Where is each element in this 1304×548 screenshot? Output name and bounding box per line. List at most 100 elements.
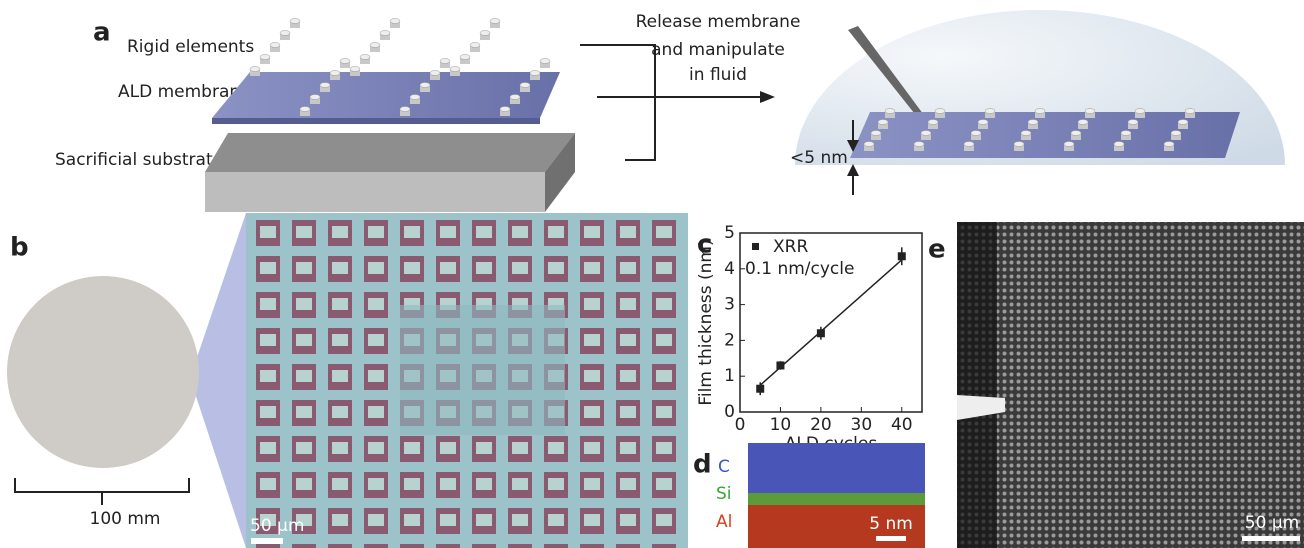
rigid-element-top bbox=[978, 120, 988, 125]
panel-label: e bbox=[928, 235, 946, 265]
rigid-element-top bbox=[360, 55, 370, 60]
scale-bracket bbox=[15, 478, 189, 492]
rigid-element-top bbox=[340, 59, 350, 64]
x-tick-label: 20 bbox=[810, 415, 832, 435]
y-tick-label: 3 bbox=[724, 295, 735, 315]
rigid-element-top bbox=[1035, 109, 1045, 114]
data-point bbox=[898, 252, 906, 260]
rigid-element-top bbox=[1128, 120, 1138, 125]
scale-label: 50 μm bbox=[250, 516, 304, 536]
rigid-element-top bbox=[470, 43, 480, 48]
rigid-element-top bbox=[510, 95, 520, 100]
rigid-element-top bbox=[1078, 120, 1088, 125]
arrow-text: Release membrane bbox=[636, 12, 801, 32]
x-tick-label: 0 bbox=[735, 415, 746, 435]
rigid-element-top bbox=[1178, 120, 1188, 125]
rigid-element-top bbox=[864, 142, 874, 147]
rigid-element-top bbox=[440, 59, 450, 64]
rigid-element-top bbox=[270, 43, 280, 48]
panel-label: b bbox=[10, 233, 29, 263]
rigid-element-top bbox=[1185, 109, 1195, 114]
substrate-top bbox=[205, 133, 575, 172]
rigid-element-top bbox=[885, 109, 895, 114]
chart: c010203040012345ALD cyclesFilm thickness… bbox=[696, 223, 922, 454]
rigid-element-top bbox=[250, 67, 260, 72]
scale-bar bbox=[876, 536, 906, 541]
fluorescence-image bbox=[957, 222, 1304, 548]
panel-label: d bbox=[693, 450, 712, 480]
layer-label: Rigid elements bbox=[127, 37, 254, 57]
rigid-element-top bbox=[935, 109, 945, 114]
rigid-element-top bbox=[1135, 109, 1145, 114]
substrate-side bbox=[205, 172, 545, 212]
rigid-element-top bbox=[871, 131, 881, 136]
rigid-element-top bbox=[928, 120, 938, 125]
released-membrane bbox=[850, 112, 1240, 158]
figure: a Rigid elements ALD membrane Sacrificia… bbox=[0, 0, 1304, 548]
legend-label: XRR bbox=[773, 237, 808, 257]
element-label: Si bbox=[716, 484, 732, 504]
arrow-text: and manipulate bbox=[651, 40, 785, 60]
rigid-element-top bbox=[430, 71, 440, 76]
rigid-element-top bbox=[310, 95, 320, 100]
bracket bbox=[580, 45, 655, 160]
y-axis-label: Film thickness (nm) bbox=[696, 239, 716, 405]
x-tick-label: 10 bbox=[770, 415, 792, 435]
rigid-element-top bbox=[520, 83, 530, 88]
element-label: Al bbox=[716, 512, 732, 532]
x-tick-label: 30 bbox=[851, 415, 873, 435]
eels-map-si bbox=[748, 493, 925, 505]
rigid-element-top bbox=[460, 55, 470, 60]
rigid-element-top bbox=[450, 67, 460, 72]
rigid-element-top bbox=[540, 59, 550, 64]
rigid-element-top bbox=[400, 107, 410, 112]
rigid-element-top bbox=[280, 31, 290, 36]
rigid-element-top bbox=[290, 19, 300, 24]
membrane-edge bbox=[212, 118, 540, 124]
rigid-element-top bbox=[971, 131, 981, 136]
data-point bbox=[776, 361, 784, 369]
rigid-element-top bbox=[370, 43, 380, 48]
image-shadow bbox=[957, 222, 997, 548]
legend-label: 0.1 nm/cycle bbox=[745, 259, 854, 279]
rigid-element-top bbox=[1121, 131, 1131, 136]
page: a Rigid elements ALD membrane Sacrificia… bbox=[0, 0, 1304, 548]
thickness-label: <5 nm bbox=[790, 148, 848, 168]
rigid-element-top bbox=[1071, 131, 1081, 136]
rigid-element-top bbox=[914, 142, 924, 147]
rigid-element-top bbox=[500, 107, 510, 112]
rigid-element-top bbox=[490, 19, 500, 24]
rigid-element-top bbox=[260, 55, 270, 60]
rigid-element-top bbox=[1028, 120, 1038, 125]
scale-bar bbox=[251, 538, 283, 544]
y-tick-label: 0 bbox=[724, 402, 735, 422]
x-tick-label: 40 bbox=[891, 415, 913, 435]
scale-bar bbox=[1242, 536, 1300, 541]
rigid-element-top bbox=[350, 67, 360, 72]
y-tick-label: 1 bbox=[724, 366, 735, 386]
scale-label: 5 nm bbox=[869, 514, 913, 534]
rigid-element-top bbox=[921, 131, 931, 136]
scale-label: 50 μm bbox=[1245, 513, 1299, 533]
arrow-text: in fluid bbox=[689, 65, 747, 85]
y-tick-label: 4 bbox=[724, 259, 735, 279]
wafer bbox=[7, 276, 199, 468]
layer-label: Sacrificial substrate bbox=[55, 150, 223, 170]
y-tick-label: 5 bbox=[724, 223, 735, 243]
rigid-element-top bbox=[1014, 142, 1024, 147]
rigid-element-top bbox=[380, 31, 390, 36]
rigid-element-top bbox=[1085, 109, 1095, 114]
rigid-element-top bbox=[1064, 142, 1074, 147]
arrow-head bbox=[760, 91, 775, 103]
scale-label: 100 mm bbox=[90, 509, 161, 529]
rigid-element-top bbox=[964, 142, 974, 147]
element-label: C bbox=[718, 457, 730, 477]
rigid-element-top bbox=[330, 71, 340, 76]
rigid-element-top bbox=[390, 19, 400, 24]
data-point bbox=[817, 329, 825, 337]
rigid-element-top bbox=[1164, 142, 1174, 147]
rigid-element-top bbox=[300, 107, 310, 112]
rigid-element-top bbox=[420, 83, 430, 88]
rigid-element-top bbox=[878, 120, 888, 125]
rigid-element-top bbox=[320, 83, 330, 88]
